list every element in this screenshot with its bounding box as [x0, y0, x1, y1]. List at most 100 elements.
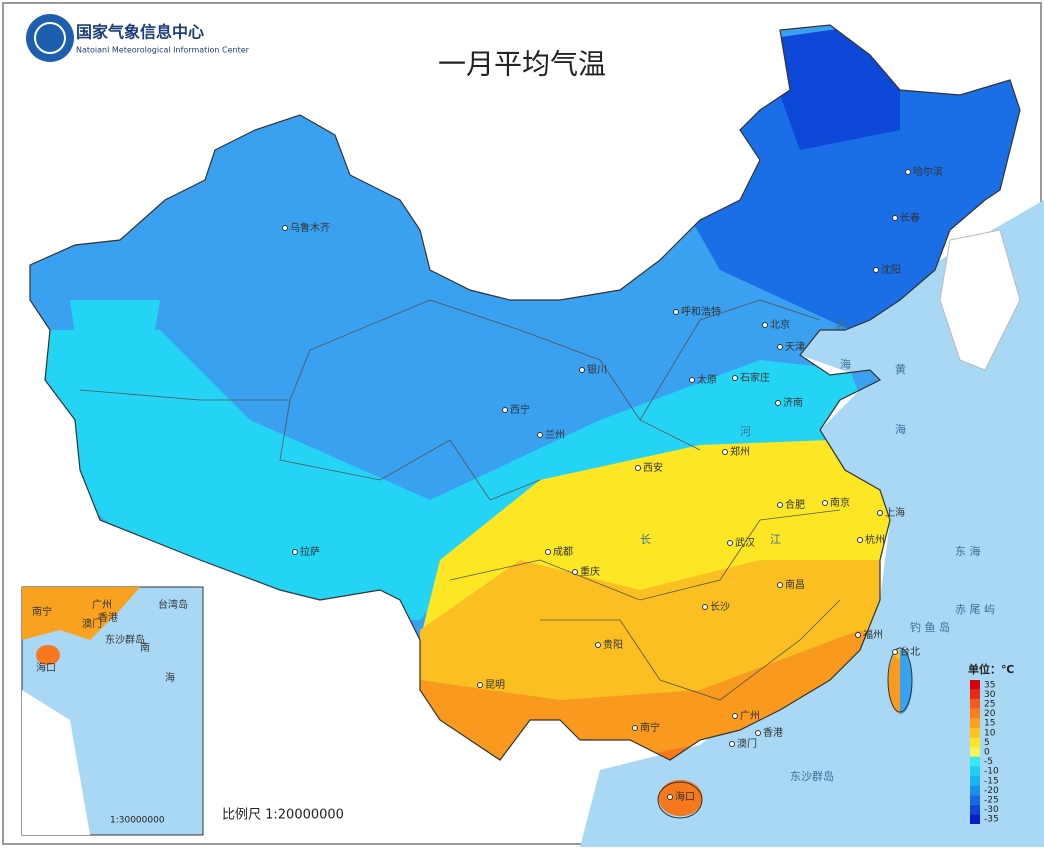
city-label: 长春: [900, 212, 920, 224]
city-marker: [292, 549, 298, 555]
legend-swatch: [970, 728, 980, 738]
inset-label: 台湾岛: [158, 598, 188, 611]
city-marker: [905, 169, 911, 175]
korea: [939, 229, 1021, 371]
legend-tick-label: 0: [984, 748, 990, 758]
legend-swatch: [970, 689, 980, 700]
legend-swatch: [970, 785, 980, 796]
legend-tick-label: -35: [984, 815, 999, 825]
legend-tick-label: 30: [984, 690, 996, 700]
legend-tick-label: -25: [984, 796, 999, 806]
city-label: 杭州: [865, 533, 885, 546]
inset-hainan: [36, 645, 60, 665]
feature-label: 海: [840, 357, 851, 371]
legend-swatch: [970, 680, 980, 690]
city-label: 兰州: [545, 428, 565, 441]
city-marker: [537, 432, 543, 438]
inset-land-west: [22, 690, 90, 835]
city-marker: [857, 537, 863, 543]
city-marker: [502, 407, 508, 413]
legend-tick-label: -15: [984, 776, 999, 786]
city-label: 济南: [783, 396, 803, 409]
city-label: 广州: [740, 710, 760, 722]
city-label: 重庆: [580, 565, 600, 578]
org-name-en: Natoianl Meteorological Information Cent…: [76, 46, 250, 55]
city-marker: [572, 569, 578, 575]
legend-tick-label: 5: [984, 738, 990, 748]
city-marker: [477, 682, 483, 688]
legend-tick-label: 35: [984, 680, 995, 690]
city-marker: [282, 225, 288, 231]
city-label: 西安: [643, 461, 663, 474]
org-name: 国家气象信息中心: [76, 23, 204, 42]
city-marker: [729, 741, 735, 747]
scale: 比例尺 1:20000000: [222, 808, 344, 823]
legend-tick-label: 20: [984, 709, 996, 719]
city-label: 拉萨: [300, 545, 320, 558]
city-label: 香港: [763, 727, 783, 739]
city-label: 南宁: [640, 721, 660, 734]
legend-swatch: [970, 776, 980, 786]
city-marker: [762, 322, 768, 328]
feature-label: 东 海: [955, 544, 981, 558]
legend-tick-label: -10: [984, 767, 999, 777]
feature-label: 河: [740, 425, 751, 438]
legend-swatch: [970, 795, 980, 805]
city-label: 郑州: [730, 445, 750, 458]
city-marker: [822, 500, 828, 506]
city-marker: [579, 367, 585, 373]
city-marker: [722, 449, 728, 455]
feature-label: 长: [640, 533, 651, 546]
city-marker: [892, 649, 898, 655]
city-label: 北京: [770, 318, 790, 331]
legend-swatch: [970, 804, 980, 815]
inset-label: 澳门: [82, 617, 102, 630]
legend-tick-label: 25: [984, 700, 995, 710]
city-marker: [873, 267, 879, 273]
inset-scale: 1:30000000: [110, 816, 165, 826]
city-marker: [775, 400, 781, 406]
city-marker: [702, 604, 708, 610]
city-marker: [892, 215, 898, 221]
city-label: 太原: [697, 373, 717, 386]
inset-land: [22, 587, 140, 640]
legend-tick-label: 10: [984, 728, 996, 738]
legend-tick-label: -5: [984, 757, 993, 767]
legend-title: 单位：℃: [968, 662, 1014, 676]
legend-swatch: [970, 756, 980, 767]
city-label: 昆明: [485, 679, 505, 691]
legend-swatch: [970, 747, 980, 757]
legend-tick-label: -20: [984, 786, 999, 796]
city-label: 乌鲁木齐: [290, 221, 330, 234]
city-label: 南京: [830, 496, 850, 509]
city-label: 贵阳: [603, 638, 623, 651]
city-label: 呼和浩特: [681, 306, 721, 318]
city-label: 天津: [785, 341, 805, 353]
city-marker: [732, 713, 738, 719]
legend-swatch: [970, 814, 980, 824]
city-marker: [777, 582, 783, 588]
inset-label: 海: [165, 671, 175, 684]
city-marker: [727, 540, 733, 546]
city-marker: [635, 465, 641, 471]
city-label: 银川: [587, 363, 607, 376]
inset-label: 南: [140, 641, 150, 654]
city-label: 上海: [885, 506, 905, 519]
city-label: 武汉: [735, 536, 755, 549]
inset-label: 东沙群岛: [105, 633, 145, 646]
legend-swatch: [970, 708, 980, 719]
city-label: 沈阳: [881, 263, 901, 276]
feature-label: 黄: [895, 362, 906, 376]
city-marker: [732, 375, 738, 381]
taiwan-border: [887, 647, 913, 713]
city-label: 福州: [863, 628, 883, 641]
legend-swatch: [970, 718, 980, 728]
feature-label: 钓 鱼 岛: [910, 620, 950, 634]
legend-tick-label: 15: [984, 719, 995, 729]
legend-swatch: [970, 766, 980, 776]
logo-ring: [34, 22, 66, 54]
inset-label: 广州: [92, 599, 112, 611]
city-label: 合肥: [785, 498, 805, 511]
city-marker: [777, 344, 783, 350]
hainan-border: [657, 781, 703, 819]
